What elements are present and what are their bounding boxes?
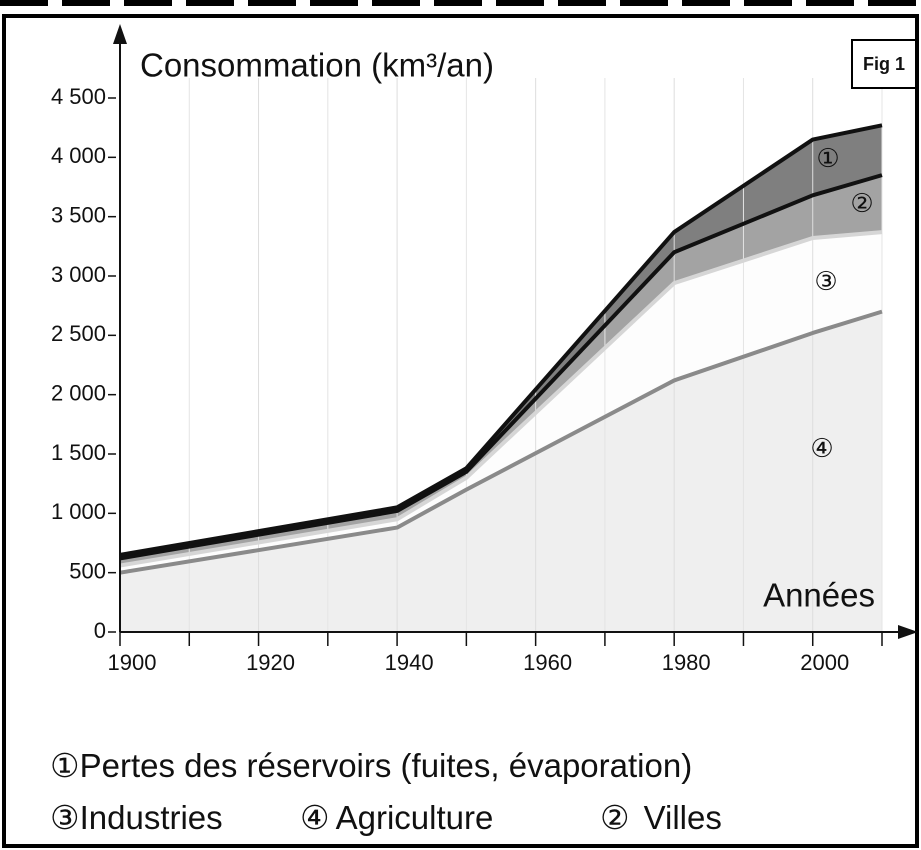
y-tick-label: 2 000 — [51, 380, 106, 405]
x-tick-label: 1980 — [662, 650, 711, 675]
legend-entry: ② Villes — [600, 799, 722, 836]
y-tick-label: 500 — [69, 558, 106, 583]
legend-name: Agriculture — [336, 799, 494, 836]
legend-marker: ④ — [300, 799, 330, 836]
y-axis-arrow — [113, 24, 127, 44]
series-line — [119, 230, 883, 568]
series-line — [119, 123, 883, 557]
x-tick-label: 1920 — [246, 650, 295, 675]
y-tick-label: 3 500 — [51, 202, 106, 227]
x-tick-label: 2000 — [800, 650, 849, 675]
legend-name: Pertes des réservoirs (fuites, évaporati… — [80, 747, 693, 784]
legend-marker: ③ — [50, 799, 80, 836]
area — [120, 125, 882, 559]
y-tick-label: 2 500 — [51, 321, 106, 346]
y-tick-label: 4 000 — [51, 143, 106, 168]
legend-marker: ① — [50, 747, 80, 784]
y-tick-label: 3 000 — [51, 262, 106, 287]
y-tick-label: 1 500 — [51, 440, 106, 465]
fig-label: Fig 1 — [863, 54, 905, 74]
legend-marker: ② — [600, 799, 630, 836]
y-tick-label: 0 — [94, 618, 106, 643]
area — [120, 175, 882, 566]
x-tick-label: 1960 — [523, 650, 572, 675]
series-line — [119, 173, 883, 561]
x-tick-label: 1900 — [108, 650, 157, 675]
legend-name: Villes — [644, 799, 722, 836]
series-line — [119, 309, 883, 575]
x-axis-label: Années — [763, 577, 875, 614]
region-label: ③ — [814, 266, 837, 296]
y-tick-label: 4 500 — [51, 84, 106, 109]
legend-entry: ①Pertes des réservoirs (fuites, évaporat… — [50, 747, 692, 784]
legend-entry: ④ Agriculture — [300, 799, 493, 836]
legend-name: Industries — [80, 799, 223, 836]
region-label: ① — [816, 143, 839, 173]
region-label: ④ — [810, 433, 833, 463]
fig-box — [851, 39, 917, 89]
x-axis-arrow — [898, 625, 918, 639]
area — [120, 232, 882, 573]
y-axis-label: Consommation (km³/an) — [140, 47, 494, 84]
region-label: ② — [850, 188, 873, 218]
legend-entry: ③Industries — [50, 799, 223, 836]
y-tick-label: 1 000 — [51, 499, 106, 524]
plot: 0 500 1 000 1 500 2 000 2 500 3 000 3 500 4 000 4… — [51, 24, 918, 675]
x-tick-label: 1940 — [385, 650, 434, 675]
